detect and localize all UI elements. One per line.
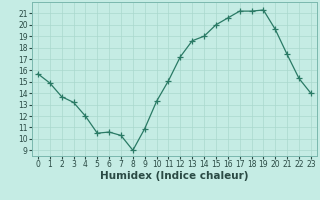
X-axis label: Humidex (Indice chaleur): Humidex (Indice chaleur) [100, 171, 249, 181]
